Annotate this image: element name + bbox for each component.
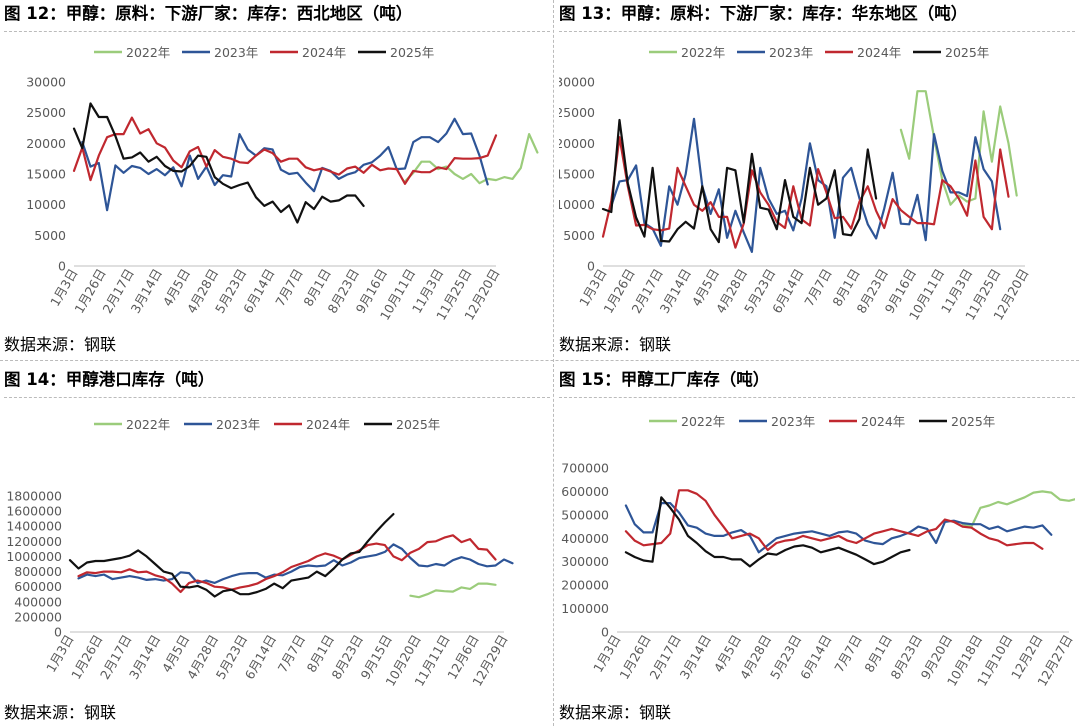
series-line-2022	[961, 490, 1075, 528]
y-tick-label: 25000	[559, 105, 595, 120]
title-separator	[559, 31, 1075, 32]
series-line-2024	[72, 116, 498, 185]
y-tick-label: 600000	[14, 579, 62, 594]
title-separator	[559, 397, 1075, 398]
y-tick-label: 400000	[14, 594, 62, 609]
y-tick-label: 700000	[561, 461, 609, 476]
data-source: 数据来源：钢联	[4, 335, 117, 354]
chart-title: 图 12：甲醇：原料：下游厂家：库存：西北地区（吨）	[4, 4, 413, 23]
legend-label-2023: 2023年	[771, 414, 815, 429]
chart-panel-fig15: 图 15：甲醇工厂库存（吨） 2022年 2023年 2024年 2025年 0 1000…	[559, 366, 1075, 726]
y-tick-label: 300000	[561, 554, 609, 569]
series-line-2025	[72, 102, 365, 224]
legend-label-2022: 2022年	[681, 45, 725, 60]
y-tick-label: 400000	[561, 531, 609, 546]
series-line-2022	[409, 582, 497, 599]
legend-label-2024: 2024年	[857, 45, 901, 60]
chart-title: 图 14：甲醇港口库存（吨）	[4, 370, 215, 389]
y-tick-label: 1600000	[6, 504, 62, 519]
series-line-2022	[403, 132, 539, 185]
chart-panel-fig13: 图 13：甲醇：原料：下游厂家：库存：华东地区（吨） 2022年 2023年 202…	[559, 0, 1075, 360]
y-tick-label: 0	[601, 625, 609, 640]
y-tick-label: 15000	[559, 167, 595, 182]
y-tick-label: 20000	[26, 136, 66, 151]
series-line-2023	[624, 501, 1053, 554]
x-tick-label: 7月7日	[831, 632, 864, 675]
line-chart-fig13: 2022年 2023年 2024年 2025年 0 5000 10000 15000 20000…	[559, 45, 1032, 323]
legend-label-2023: 2023年	[214, 45, 258, 60]
y-tick-label: 1000000	[6, 549, 62, 564]
y-tick-label: 500000	[561, 507, 609, 522]
legend-label-2025: 2025年	[396, 417, 440, 432]
line-chart-fig15: 2022年 2023年 2024年 2025年 0 100000 200000 300000 4…	[561, 414, 1075, 689]
y-tick-label: 30000	[26, 75, 66, 90]
legend-label-2022: 2022年	[126, 417, 170, 432]
y-tick-label: 25000	[26, 105, 66, 120]
legend-label-2022: 2022年	[126, 45, 170, 60]
horizontal-divider	[0, 360, 1079, 361]
series-line-2023	[77, 543, 514, 584]
y-tick-label: 200000	[14, 609, 62, 624]
series-line-2022	[899, 90, 1018, 206]
legend-label-2023: 2023年	[769, 45, 813, 60]
legend-label-2025: 2025年	[951, 414, 995, 429]
y-tick-label: 30000	[559, 75, 595, 90]
series-line-2024	[601, 136, 1010, 249]
series-line-2025	[601, 118, 878, 244]
y-tick-label: 1800000	[6, 489, 62, 504]
data-source: 数据来源：钢联	[559, 703, 672, 722]
legend-label-2024: 2024年	[306, 417, 350, 432]
series-line-2024	[77, 534, 497, 594]
legend-label-2025: 2025年	[390, 45, 434, 60]
y-tick-label: 20000	[559, 136, 595, 151]
title-separator	[4, 397, 550, 398]
y-tick-label: 0	[587, 259, 595, 274]
legend-label-2025: 2025年	[945, 45, 989, 60]
series-line-2025	[624, 496, 911, 568]
data-source: 数据来源：钢联	[559, 335, 672, 354]
title-separator	[4, 31, 550, 32]
y-tick-label: 1200000	[6, 534, 62, 549]
chart-title: 图 15：甲醇工厂库存（吨）	[559, 370, 770, 389]
legend-label-2023: 2023年	[216, 417, 260, 432]
chart-panel-fig12: 图 12：甲醇：原料：下游厂家：库存：西北地区（吨） 2022年 2023年 202…	[4, 0, 550, 360]
chart-panel-fig14: 图 14：甲醇港口库存（吨） 2022年 2023年 2024年 2025年 0 2000…	[4, 366, 550, 726]
y-tick-label: 1400000	[6, 519, 62, 534]
y-tick-label: 5000	[563, 228, 595, 243]
vertical-divider	[553, 0, 554, 726]
y-tick-label: 800000	[14, 564, 62, 579]
y-tick-label: 600000	[561, 484, 609, 499]
series-line-2023	[610, 117, 1002, 253]
x-tick-label: 7月7日	[275, 632, 308, 675]
y-tick-label: 200000	[561, 578, 609, 593]
legend-label-2024: 2024年	[302, 45, 346, 60]
y-tick-label: 0	[54, 625, 62, 640]
y-tick-label: 10000	[26, 197, 66, 212]
series-line-2025	[68, 512, 395, 598]
y-tick-label: 10000	[559, 197, 595, 212]
y-tick-label: 5000	[34, 228, 66, 243]
line-chart-fig14: 2022年 2023年 2024年 2025年 02000004000006000008…	[6, 417, 514, 689]
y-tick-label: 0	[58, 259, 66, 274]
series-line-2023	[81, 117, 489, 212]
y-tick-label: 100000	[561, 601, 609, 616]
data-source: 数据来源：钢联	[4, 703, 117, 722]
y-tick-label: 15000	[26, 167, 66, 182]
legend-label-2024: 2024年	[861, 414, 905, 429]
legend-label-2022: 2022年	[681, 414, 725, 429]
chart-title: 图 13：甲醇：原料：下游厂家：库存：华东地区（吨）	[559, 4, 968, 23]
line-chart-fig12: 2022年 2023年 2024年 2025年 0 5000 10000 15000 20000…	[26, 45, 539, 323]
series-line-2024	[624, 489, 1044, 552]
